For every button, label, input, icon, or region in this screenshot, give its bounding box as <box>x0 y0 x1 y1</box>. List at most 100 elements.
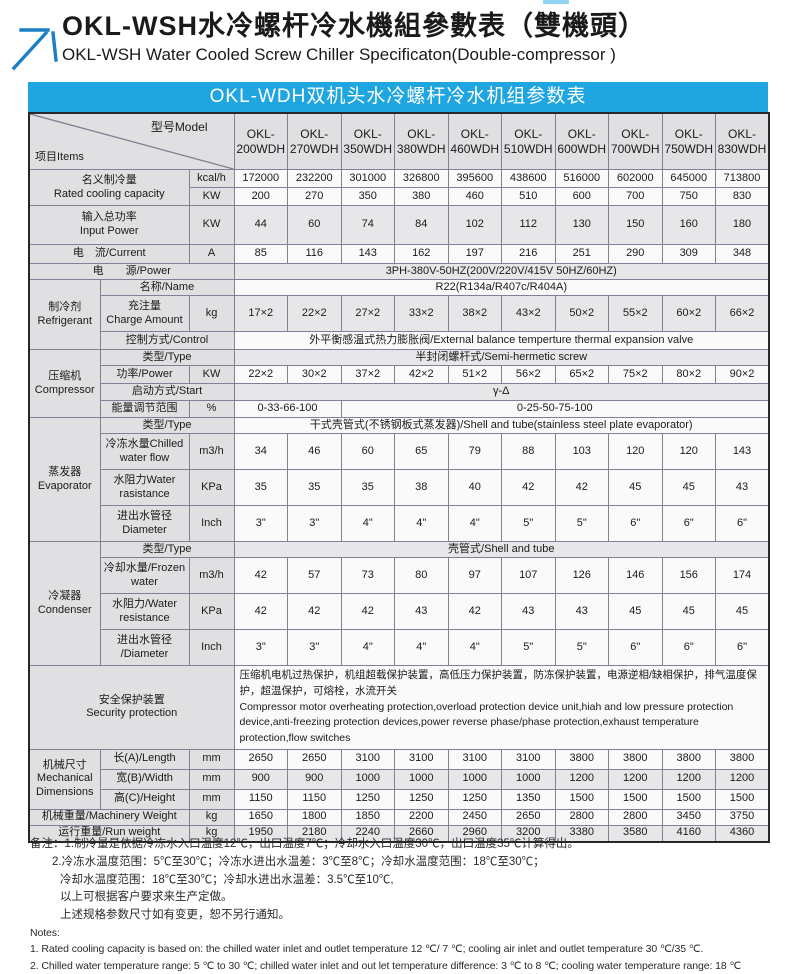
evap-diameter-cell: 5" <box>501 505 556 542</box>
width-cell: 1200 <box>661 768 716 790</box>
cond-diameter-cell: 5" <box>554 629 609 666</box>
row-cooling-kw: KW 200 270 350 380 460 510 600 700 750 830 <box>29 187 770 206</box>
model-header-cell: OKL- 460WDH <box>447 112 502 170</box>
cooling-kcal-cell: 516000 <box>554 169 609 188</box>
evaporator-type-value: 干式壳管式(不锈钢板式蒸发器)/Shell and tube(stainless… <box>233 417 770 434</box>
note-zh-2: 2.冷冻水温度范围：5℃至30℃；冷冻水进出水温差：3℃至8℃；冷却水温度范围：… <box>52 855 545 868</box>
model-header-cell: OKL- 350WDH <box>340 112 395 170</box>
run-weight-cell: 1950 <box>233 824 288 843</box>
charge-cell: 27×2 <box>340 295 395 332</box>
cond-resistance-cell: 42 <box>287 593 342 630</box>
note-zh-5: 上述规格参数尺寸如有变更，恕不另行通知。 <box>60 909 290 922</box>
row-start: 启动方式/Start γ-Δ <box>29 383 770 401</box>
label-compressor-type: 类型/Type <box>99 349 235 366</box>
length-cell: 3800 <box>554 748 609 770</box>
row-run-weight: 运行重量/Run weight kg 1950 2180 2240 2660 2960 3… <box>28 824 770 843</box>
width-cell: 1200 <box>608 768 663 790</box>
energy-range-value-2: 0-25-50-75-100 <box>340 400 770 418</box>
row-current: 电 流/Current A 85 116 143 162 197 216 251 290 309… <box>28 244 770 264</box>
spec-table: 项目Items 型号Model OKL- 200WDH OKL- 270WDH OK… <box>28 112 770 843</box>
height-cell: 1250 <box>340 788 395 810</box>
machinery-weight-cell: 2450 <box>447 808 502 826</box>
cond-resistance-cell: 43 <box>554 593 609 630</box>
group-evaporator: 蒸发器 Evaporator <box>28 417 101 542</box>
machinery-weight-cell: 2200 <box>394 808 449 826</box>
cond-resistance-cell: 45 <box>661 593 716 630</box>
compressor-power-cell: 75×2 <box>608 365 663 384</box>
unit-energy-range: % <box>188 400 235 418</box>
cooling-kw-cell: 200 <box>233 187 288 206</box>
row-control: 控制方式/Control 外平衡感温式热力膨胀阀/External balanc… <box>29 331 770 350</box>
label-cooling: 名义制冷量 Rated cooling capacity <box>28 169 190 206</box>
chilled-flow-cell: 65 <box>394 433 449 470</box>
label-charge: 充注量 Charge Amount <box>99 295 190 332</box>
height-cell: 1250 <box>447 788 502 810</box>
label-height: 高(C)/Height <box>99 788 190 810</box>
row-refrigerant-name: 制冷剂 Refrigerant 名称/Name R22(R134a/R407c/… <box>28 279 770 350</box>
input-power-cell: 130 <box>554 205 609 245</box>
note-en-2: 2. Chilled water temperature range: 5 ℃ … <box>30 959 742 972</box>
group-refrigerant: 制冷剂 Refrigerant <box>28 279 101 350</box>
evap-resistance-cell: 45 <box>661 469 716 506</box>
corner-cell: 项目Items 型号Model <box>28 112 235 170</box>
unit-kw: KW <box>188 187 235 206</box>
model-header-cell: OKL- 830WDH <box>715 112 770 170</box>
evap-diameter-cell: 3" <box>233 505 288 542</box>
unit-length: mm <box>188 748 235 770</box>
cooling-kcal-cell: 326800 <box>394 169 449 188</box>
control-value: 外平衡感温式热力膨胀阀/External balance temperture … <box>233 331 770 350</box>
unit-machinery-weight: kg <box>188 808 235 826</box>
run-weight-cell: 4360 <box>715 824 770 843</box>
frozen-water-cell: 42 <box>233 557 288 594</box>
energy-range-value-1: 0-33-66-100 <box>233 400 342 418</box>
cooling-kcal-cell: 301000 <box>340 169 395 188</box>
model-header-cell: OKL- 750WDH <box>661 112 716 170</box>
run-weight-cell: 2660 <box>394 824 449 843</box>
row-width: 宽(B)/Width mm 900 900 1000 1000 1000 1000 1200… <box>29 768 770 790</box>
cooling-kcal-cell: 602000 <box>608 169 663 188</box>
machinery-weight-cell: 1850 <box>340 808 395 826</box>
label-chilled-flow: 冷冻水量Chilled water flow <box>99 433 190 470</box>
machinery-weight-cell: 3450 <box>661 808 716 826</box>
chilled-flow-cell: 120 <box>608 433 663 470</box>
machinery-weight-cell: 2800 <box>608 808 663 826</box>
charge-cell: 55×2 <box>608 295 663 332</box>
row-input-power: 输入总功率 Input Power KW 44 60 74 84 102 112 130 15… <box>28 205 770 245</box>
label-width: 宽(B)/Width <box>99 768 190 790</box>
cooling-kw-cell: 270 <box>287 187 342 206</box>
height-cell: 1500 <box>715 788 770 810</box>
model-header-row: 项目Items 型号Model OKL- 200WDH OKL- 270WDH OK… <box>28 112 770 170</box>
row-compressor-type: 压缩机 Compressor 类型/Type 半封闭螺杆式/Semi-herme… <box>28 349 770 418</box>
unit-evap-diameter: Inch <box>188 505 235 542</box>
note-zh-1: 备注：1.制冷量是依据冷冻水入口温度12℃，出口温度7℃；冷却水入口温度30℃，… <box>30 838 579 850</box>
machinery-weight-cell: 2800 <box>554 808 609 826</box>
width-cell: 1200 <box>554 768 609 790</box>
length-cell: 2650 <box>287 748 342 770</box>
label-evap-resistance: 水阻力Water rasistance <box>99 469 190 506</box>
label-refrigerant-name: 名称/Name <box>99 279 235 296</box>
unit-cond-diameter: Inch <box>188 629 235 666</box>
refrigerant-name-value: R22(R134a/R407c/R404A) <box>233 279 770 296</box>
compressor-type-value: 半封闭螺杆式/Semi-hermetic screw <box>233 349 770 366</box>
label-control: 控制方式/Control <box>99 331 235 350</box>
width-cell: 1000 <box>340 768 395 790</box>
input-power-cell: 84 <box>394 205 449 245</box>
chilled-flow-cell: 120 <box>661 433 716 470</box>
charge-cell: 50×2 <box>554 295 609 332</box>
row-security-protection: 安全保护装置 Security protection 压缩机电机过热保护，机组超… <box>28 665 770 750</box>
frozen-water-cell: 174 <box>715 557 770 594</box>
evap-resistance-cell: 35 <box>287 469 342 506</box>
cond-diameter-cell: 6" <box>608 629 663 666</box>
cooling-kcal-cell: 232200 <box>287 169 342 188</box>
model-label: 型号Model <box>150 120 208 134</box>
current-cell: 251 <box>554 244 609 264</box>
cond-diameter-cell: 6" <box>661 629 716 666</box>
compressor-power-cell: 65×2 <box>554 365 609 384</box>
input-power-cell: 160 <box>661 205 716 245</box>
compressor-power-cell: 51×2 <box>447 365 502 384</box>
evap-resistance-cell: 45 <box>608 469 663 506</box>
row-length: 机械尺寸 Mechanical Dimensions 长(A)/Length m… <box>28 748 770 810</box>
frozen-water-cell: 146 <box>608 557 663 594</box>
frozen-water-cell: 126 <box>554 557 609 594</box>
cond-resistance-cell: 45 <box>608 593 663 630</box>
